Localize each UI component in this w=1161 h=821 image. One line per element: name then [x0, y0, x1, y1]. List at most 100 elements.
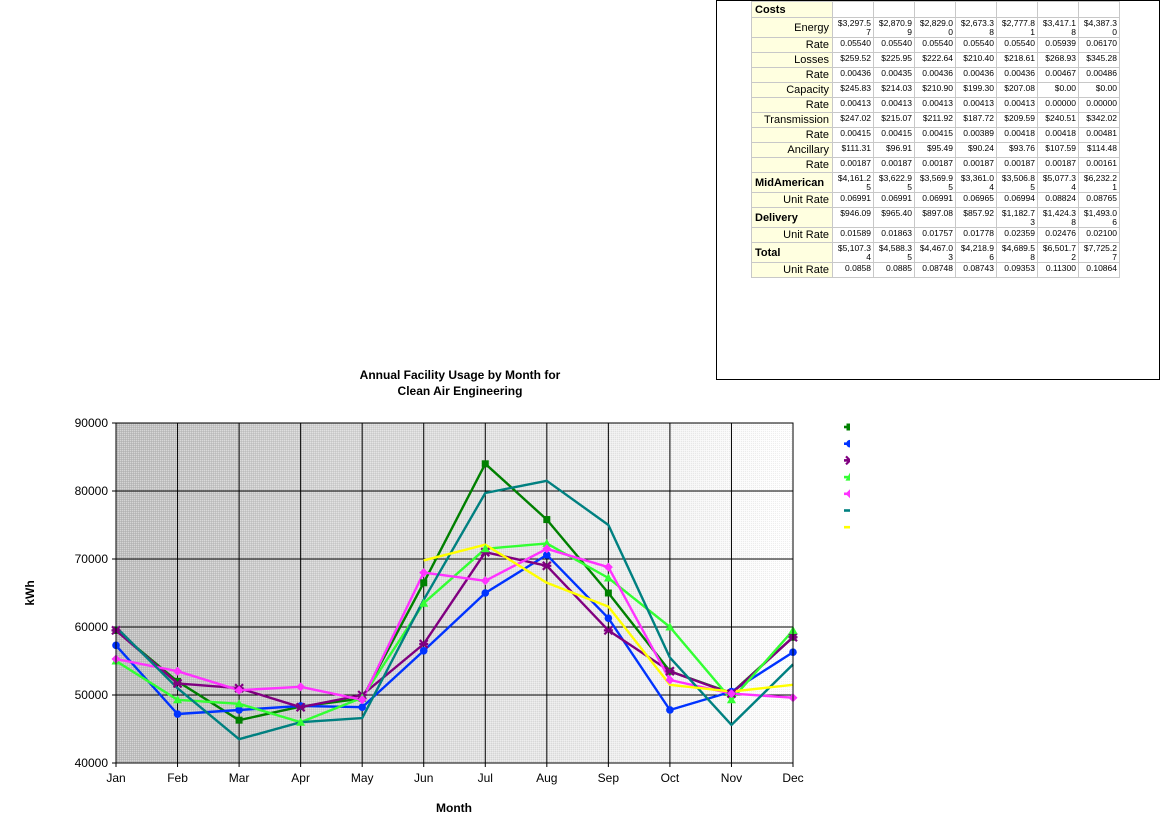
cost-value-cell: $965.40 [873, 207, 915, 228]
data-point [235, 706, 243, 714]
cost-row-label: Rate [751, 127, 833, 143]
x-tick-label: Dec [782, 771, 803, 785]
data-point [481, 589, 490, 597]
cost-value-cell: 0.00413 [996, 97, 1038, 113]
cost-value-cell: $4,467.03 [914, 242, 956, 263]
data-point [173, 666, 183, 676]
cost-table-row: Rate 0.00187 0.00187 0.00187 0.00187 0.00187 0… [751, 157, 1120, 173]
x-tick-label: Oct [661, 771, 680, 785]
cost-value-cell: 0.00415 [873, 127, 915, 143]
cost-row-label: Rate [751, 97, 833, 113]
data-point [542, 561, 552, 571]
cost-value-cell: $245.83 [832, 82, 874, 98]
data-point [357, 695, 367, 705]
cost-value-cell: 0.06994 [996, 192, 1038, 208]
cost-value-cell: 0.00486 [1078, 67, 1120, 83]
cost-value-cell: $4,387.30 [1078, 17, 1120, 38]
cost-value-cell: 0.02100 [1078, 227, 1120, 243]
cost-row-label: Ancillary [751, 142, 833, 158]
cost-value-cell: 0.00413 [832, 97, 874, 113]
cost-value-cell: 0.00436 [996, 67, 1038, 83]
cost-table-row: Unit Rate 0.0858 0.0885 0.08748 0.08743 0.093… [751, 262, 1120, 278]
cost-header-cell [996, 1, 1038, 18]
cost-row-label: Rate [751, 157, 833, 173]
cost-value-cell: $259.52 [832, 52, 874, 68]
cost-value-cell: 0.02359 [996, 227, 1038, 243]
cost-value-cell: 0.06991 [873, 192, 915, 208]
cost-row-label: Losses [751, 52, 833, 68]
data-point [420, 579, 428, 587]
cost-value-cell: $207.08 [996, 82, 1038, 98]
data-point [418, 639, 429, 649]
cost-value-cell: 0.00413 [914, 97, 956, 113]
cost-value-cell: 0.08743 [955, 262, 997, 278]
x-tick-label: Jul [478, 771, 493, 785]
cost-value-cell: $4,218.96 [955, 242, 997, 263]
x-tick-label: Sep [598, 771, 620, 785]
cost-summary-panel: Costs Energy $3,297.57 $2,870.99 $2,829.00 $2… [716, 0, 1160, 380]
cost-table-row: MidAmerican $4,161.25 $3,622.95 $3,569.95 $3… [751, 172, 1120, 193]
data-point [603, 625, 614, 636]
data-point [296, 717, 306, 726]
cost-value-cell: $1,424.38 [1037, 207, 1079, 228]
cost-table-row: Ancillary $111.31 $96.91 $95.49 $90.24 $93.76… [751, 142, 1120, 158]
cost-header-cell [955, 1, 997, 18]
cost-table-row: Transmission $247.02 $215.07 $211.92 $187.72… [751, 112, 1120, 128]
cost-value-cell: 0.11300 [1037, 262, 1079, 278]
data-point [665, 666, 675, 676]
cost-value-cell: 0.05939 [1037, 37, 1079, 53]
y-tick-label: 80000 [75, 484, 109, 498]
data-point [604, 589, 612, 597]
cost-value-cell: 0.00187 [996, 157, 1038, 173]
cost-value-cell: 0.00415 [832, 127, 874, 143]
plot-border [115, 422, 794, 764]
data-point [234, 699, 244, 708]
chart-subtitle: Clean Air Engineering [398, 384, 523, 398]
cost-table-row: Unit Rate 0.06991 0.06991 0.06991 0.06965 0.0… [751, 192, 1120, 208]
cost-value-cell: $2,870.99 [873, 17, 915, 38]
data-point [296, 682, 306, 692]
cost-value-cell: $3,297.57 [832, 17, 874, 38]
cost-value-cell: 0.06991 [914, 192, 956, 208]
data-point [603, 573, 613, 582]
cost-value-cell: 0.00187 [873, 157, 915, 173]
cost-table-header: Costs [751, 1, 833, 18]
cost-value-cell: 0.00436 [955, 67, 997, 83]
cost-value-cell: 0.05540 [873, 37, 915, 53]
cost-value-cell: 0.09353 [996, 262, 1038, 278]
data-point [665, 622, 675, 631]
cost-value-cell: $222.64 [914, 52, 956, 68]
cost-value-cell: $7,725.27 [1078, 242, 1120, 263]
data-point [172, 678, 183, 689]
data-point [603, 562, 613, 572]
cost-value-cell: $6,232.21 [1078, 172, 1120, 193]
cost-value-cell: $6,501.72 [1037, 242, 1079, 263]
cost-value-cell: $4,161.25 [832, 172, 874, 193]
cost-value-cell: $946.09 [832, 207, 874, 228]
cost-value-cell: $3,417.18 [1037, 17, 1079, 38]
cost-value-cell: $268.93 [1037, 52, 1079, 68]
data-point [173, 710, 182, 718]
cost-row-label: Unit Rate [751, 262, 833, 278]
cost-table-row: Rate 0.00436 0.00435 0.00436 0.00436 0.00436 0… [751, 67, 1120, 83]
data-point [358, 703, 366, 712]
cost-value-cell: 0.00418 [1037, 127, 1079, 143]
y-tick-label: 40000 [75, 756, 109, 770]
cost-value-cell: 0.05540 [996, 37, 1038, 53]
cost-value-cell: 0.01757 [914, 227, 956, 243]
data-point [845, 489, 850, 499]
cost-table-row: Rate 0.05540 0.05540 0.05540 0.05540 0.05540 0… [751, 37, 1120, 53]
cost-value-cell: 0.00187 [1037, 157, 1079, 173]
cost-row-label: Rate [751, 37, 833, 53]
cost-value-cell: 0.00415 [914, 127, 956, 143]
data-point [234, 685, 244, 695]
cost-value-cell: 0.02476 [1037, 227, 1079, 243]
cost-value-cell: 0.00187 [914, 157, 956, 173]
x-tick-label: Mar [229, 771, 250, 785]
cost-value-cell: 0.0858 [832, 262, 874, 278]
cost-header-cell [873, 1, 915, 18]
cost-value-cell: $3,569.95 [914, 172, 956, 193]
data-point [846, 423, 850, 431]
cost-table: Costs Energy $3,297.57 $2,870.99 $2,829.00 $2… [751, 1, 1120, 278]
cost-value-cell: $0.00 [1037, 82, 1079, 98]
